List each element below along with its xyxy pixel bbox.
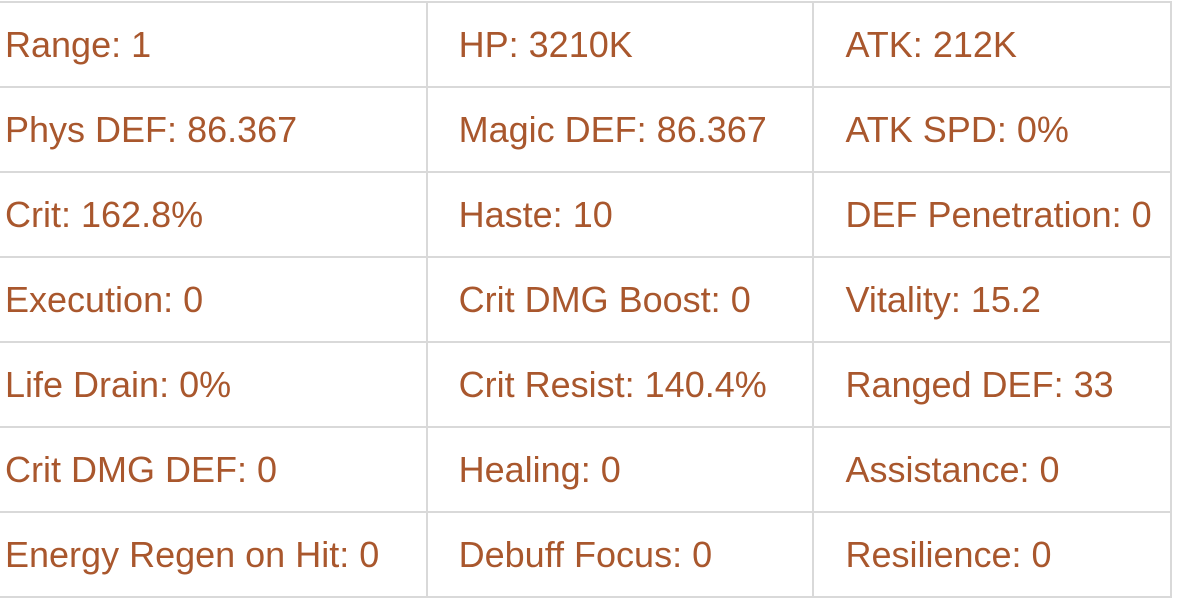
stat-separator: : bbox=[167, 108, 188, 150]
stat-label: Vitality bbox=[845, 278, 951, 320]
stat-separator: : bbox=[1111, 193, 1132, 235]
stat-separator: : bbox=[339, 533, 360, 575]
stat-value: 0 bbox=[600, 448, 621, 490]
stat-separator: : bbox=[710, 278, 731, 320]
stat-label: Crit bbox=[5, 193, 61, 235]
stat-value: 3210K bbox=[528, 23, 633, 65]
stat-label: Crit DMG Boost bbox=[458, 278, 711, 320]
table-row: Range: 1 HP: 3210K ATK: 212K bbox=[0, 1, 1172, 88]
stat-separator: : bbox=[111, 23, 132, 65]
stat-value: 10 bbox=[572, 193, 613, 235]
stat-value: 0 bbox=[692, 533, 713, 575]
stat-cell-magic-def: Magic DEF: 86.367 bbox=[425, 86, 815, 173]
stat-value: 0 bbox=[1039, 448, 1060, 490]
stat-separator: : bbox=[996, 108, 1017, 150]
stat-separator: : bbox=[159, 363, 180, 405]
stat-separator: : bbox=[1053, 363, 1074, 405]
stat-separator: : bbox=[636, 108, 657, 150]
stat-value: 0 bbox=[1131, 193, 1152, 235]
stat-separator: : bbox=[1011, 533, 1032, 575]
table-row: Life Drain: 0% Crit Resist: 140.4% Range… bbox=[0, 341, 1172, 428]
stat-cell-crit-resist: Crit Resist: 140.4% bbox=[425, 341, 815, 428]
stat-label: Healing bbox=[458, 448, 581, 490]
stat-label: HP bbox=[458, 23, 509, 65]
stat-value: 1 bbox=[131, 23, 152, 65]
stat-separator: : bbox=[508, 23, 529, 65]
stat-label: Haste bbox=[458, 193, 553, 235]
stat-cell-crit: Crit: 162.8% bbox=[0, 171, 428, 258]
stats-table: Range: 1 HP: 3210K ATK: 212K Phys DEF: 8… bbox=[0, 1, 1172, 598]
table-row: Crit: 162.8% Haste: 10 DEF Penetration: … bbox=[0, 171, 1172, 258]
table-row: Energy Regen on Hit: 0 Debuff Focus: 0 R… bbox=[0, 511, 1172, 598]
stat-cell-execution: Execution: 0 bbox=[0, 256, 428, 343]
stat-separator: : bbox=[236, 448, 257, 490]
stat-cell-atk-spd: ATK SPD: 0% bbox=[812, 86, 1172, 173]
stat-value: 0 bbox=[257, 448, 278, 490]
stat-value: 0 bbox=[1031, 533, 1052, 575]
stat-cell-haste: Haste: 10 bbox=[425, 171, 815, 258]
stat-separator: : bbox=[552, 193, 573, 235]
stat-separator: : bbox=[624, 363, 645, 405]
stat-cell-healing: Healing: 0 bbox=[425, 426, 815, 513]
table-row: Phys DEF: 86.367 Magic DEF: 86.367 ATK S… bbox=[0, 86, 1172, 173]
stat-value: 212K bbox=[932, 23, 1017, 65]
stat-cell-crit-dmg-boost: Crit DMG Boost: 0 bbox=[425, 256, 815, 343]
stat-value: 0 bbox=[359, 533, 380, 575]
stat-cell-crit-dmg-def: Crit DMG DEF: 0 bbox=[0, 426, 428, 513]
stat-value: 86.367 bbox=[187, 108, 298, 150]
stat-cell-hp: HP: 3210K bbox=[425, 1, 815, 88]
stat-label: Assistance bbox=[845, 448, 1020, 490]
stat-cell-atk: ATK: 212K bbox=[812, 1, 1172, 88]
stat-label: Ranged DEF bbox=[845, 363, 1054, 405]
stat-label: ATK bbox=[845, 23, 913, 65]
stat-separator: : bbox=[1019, 448, 1040, 490]
stat-cell-ranged-def: Ranged DEF: 33 bbox=[812, 341, 1172, 428]
stat-separator: : bbox=[580, 448, 601, 490]
stat-separator: : bbox=[950, 278, 971, 320]
stat-label: Execution bbox=[5, 278, 164, 320]
stat-value: 33 bbox=[1073, 363, 1114, 405]
table-row: Crit DMG DEF: 0 Healing: 0 Assistance: 0 bbox=[0, 426, 1172, 513]
stat-value: 140.4% bbox=[644, 363, 767, 405]
stat-value: 0% bbox=[1016, 108, 1069, 150]
stat-label: Crit Resist bbox=[458, 363, 625, 405]
stat-label: Crit DMG DEF bbox=[5, 448, 237, 490]
stat-label: Energy Regen on Hit bbox=[5, 533, 340, 575]
stat-separator: : bbox=[912, 23, 933, 65]
stat-separator: : bbox=[672, 533, 693, 575]
stat-separator: : bbox=[61, 193, 82, 235]
stat-cell-life-drain: Life Drain: 0% bbox=[0, 341, 428, 428]
stat-label: Life Drain bbox=[5, 363, 160, 405]
stat-value: 0 bbox=[183, 278, 204, 320]
stat-label: Debuff Focus bbox=[458, 533, 673, 575]
stat-value: 0% bbox=[179, 363, 232, 405]
stat-cell-range: Range: 1 bbox=[0, 1, 428, 88]
stat-value: 86.367 bbox=[656, 108, 767, 150]
stat-value: 15.2 bbox=[970, 278, 1041, 320]
stat-cell-resilience: Resilience: 0 bbox=[812, 511, 1172, 598]
stat-cell-debuff-focus: Debuff Focus: 0 bbox=[425, 511, 815, 598]
stat-label: DEF Penetration bbox=[845, 193, 1112, 235]
stat-value: 0 bbox=[730, 278, 751, 320]
stat-cell-energy-regen-on-hit: Energy Regen on Hit: 0 bbox=[0, 511, 428, 598]
table-row: Execution: 0 Crit DMG Boost: 0 Vitality:… bbox=[0, 256, 1172, 343]
stat-separator: : bbox=[163, 278, 184, 320]
stat-label: Magic DEF bbox=[458, 108, 637, 150]
stat-label: Phys DEF bbox=[5, 108, 168, 150]
stat-cell-def-penetration: DEF Penetration: 0 bbox=[812, 171, 1172, 258]
stat-cell-phys-def: Phys DEF: 86.367 bbox=[0, 86, 428, 173]
stat-value: 162.8% bbox=[81, 193, 204, 235]
stat-cell-vitality: Vitality: 15.2 bbox=[812, 256, 1172, 343]
stat-cell-assistance: Assistance: 0 bbox=[812, 426, 1172, 513]
stat-label: Resilience bbox=[845, 533, 1012, 575]
stat-label: ATK SPD bbox=[845, 108, 997, 150]
stat-label: Range bbox=[5, 23, 112, 65]
